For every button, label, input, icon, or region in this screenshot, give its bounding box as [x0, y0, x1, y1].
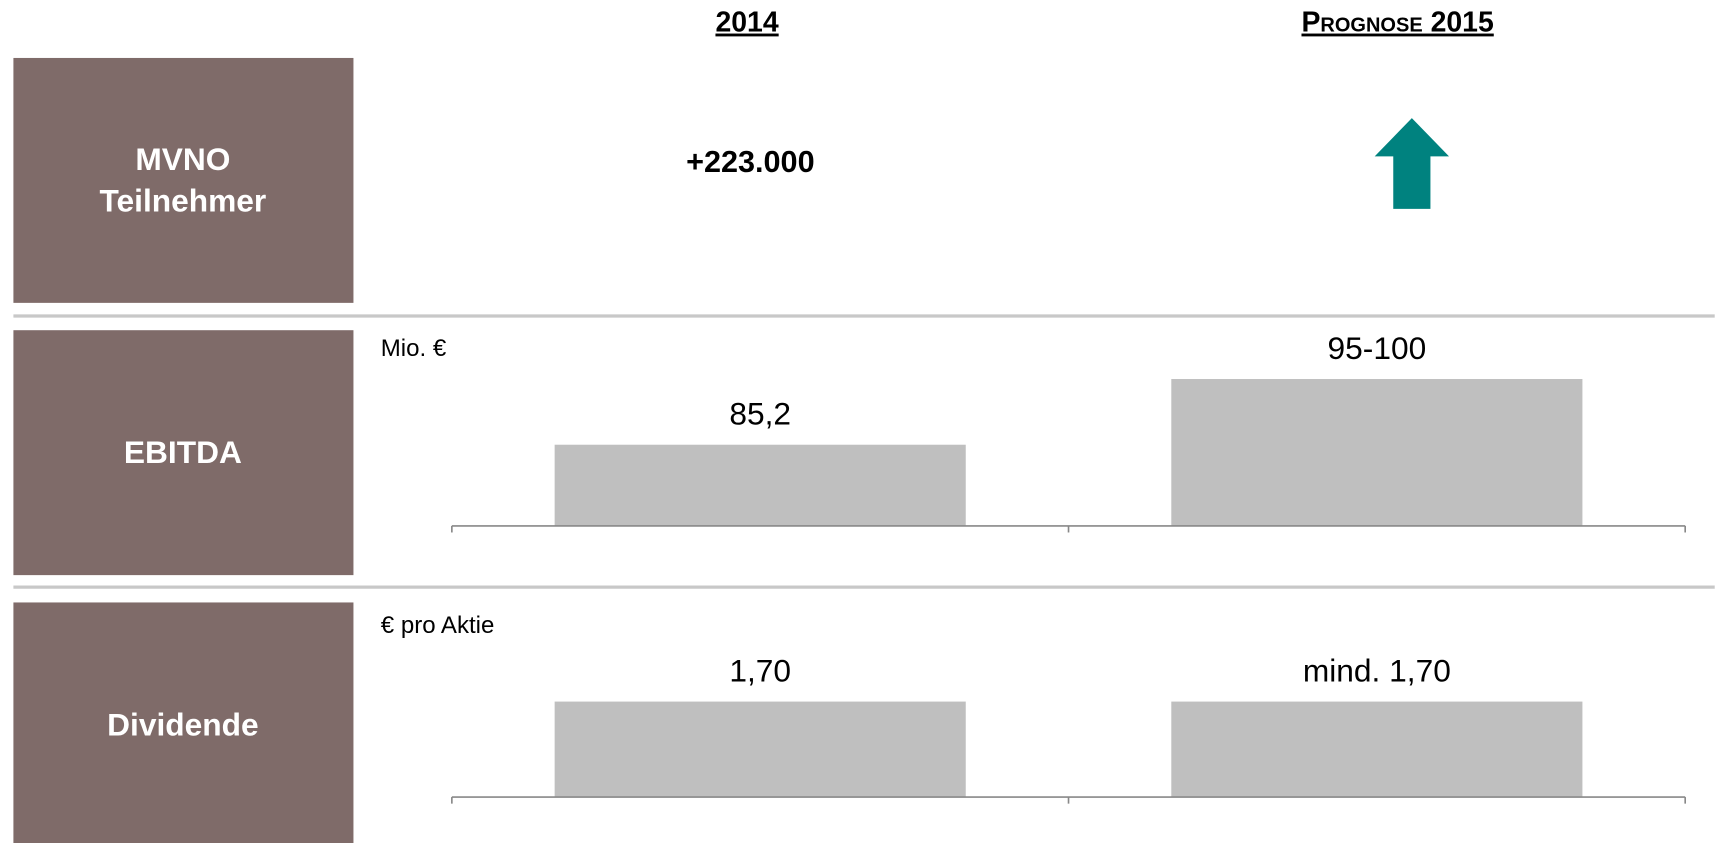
column-header: Prognose 2015	[1301, 7, 1493, 39]
bar	[554, 444, 966, 526]
column-header: 2014	[715, 7, 778, 39]
row-label: Dividende	[107, 706, 258, 742]
subscriber-value: +223.000	[686, 145, 815, 179]
data-label: mind. 1,70	[1303, 653, 1451, 689]
unit-label: Mio. €	[381, 335, 447, 362]
bar	[1171, 701, 1583, 798]
row-box	[13, 602, 354, 843]
row-label: Teilnehmer	[100, 183, 267, 219]
bar	[1171, 379, 1583, 526]
data-label: 85,2	[729, 396, 791, 432]
up-arrow	[1374, 118, 1450, 209]
row-label: EBITDA	[124, 434, 242, 470]
unit-label: € pro Aktie	[381, 612, 495, 639]
row-label: MVNO	[135, 141, 230, 177]
row-box	[13, 330, 354, 576]
bar	[554, 701, 966, 798]
data-label: 1,70	[729, 653, 791, 689]
row-box	[13, 57, 354, 303]
data-label: 95-100	[1328, 330, 1427, 366]
